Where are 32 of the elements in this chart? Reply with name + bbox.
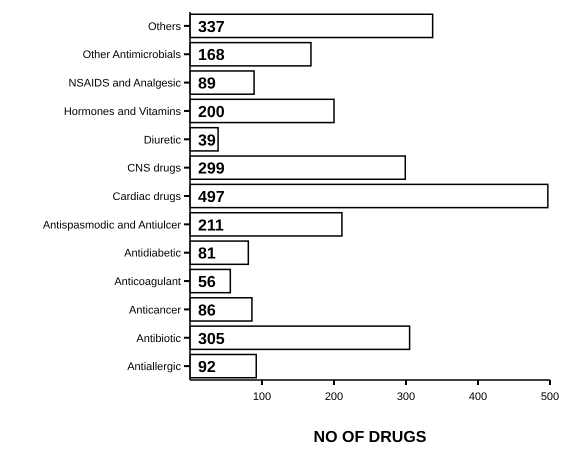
data-label: 200 <box>198 104 225 121</box>
y-tick-label: Antibiotic <box>136 332 182 345</box>
y-tick-label: Anticancer <box>129 304 182 316</box>
y-tick-label: Antispasmodic and Antiulcer <box>42 219 182 232</box>
data-label: 86 <box>198 302 216 320</box>
data-label: 497 <box>198 189 225 206</box>
y-tick-label: CNS drugs <box>127 162 182 175</box>
y-tick-label: Antidiabetic <box>124 248 182 260</box>
y-tick-label: Antiallergic <box>127 361 182 374</box>
data-label: 89 <box>198 76 216 93</box>
data-label: 299 <box>198 160 225 178</box>
y-tick-label: Diuretic <box>144 134 182 146</box>
y-tick-label: NSAIDS and Analgesic <box>68 78 182 90</box>
x-tick-label: 100 <box>252 391 272 403</box>
y-tick-label: Cardiac drugs <box>112 191 182 203</box>
x-tick-label: 200 <box>324 391 344 403</box>
data-label: 337 <box>198 18 225 36</box>
x-axis-title: NO OF DRUGS <box>314 429 427 446</box>
x-tick-label: 300 <box>396 391 416 403</box>
data-label: 39 <box>198 132 216 150</box>
x-tick-label: 400 <box>468 391 488 403</box>
x-tick-label: 500 <box>540 391 560 403</box>
y-tick-label: Anticoagulant <box>114 276 181 288</box>
y-tick-label: Other Antimicrobials <box>82 49 182 62</box>
data-label: 211 <box>198 217 224 234</box>
y-tick-label: Others <box>148 20 182 33</box>
data-label: 56 <box>198 274 216 292</box>
data-label: 168 <box>198 47 225 64</box>
data-label: 305 <box>198 330 225 348</box>
data-label: 81 <box>198 246 216 263</box>
y-tick-label: Hormones and Vitamins <box>64 106 182 118</box>
data-label: 92 <box>198 359 216 376</box>
